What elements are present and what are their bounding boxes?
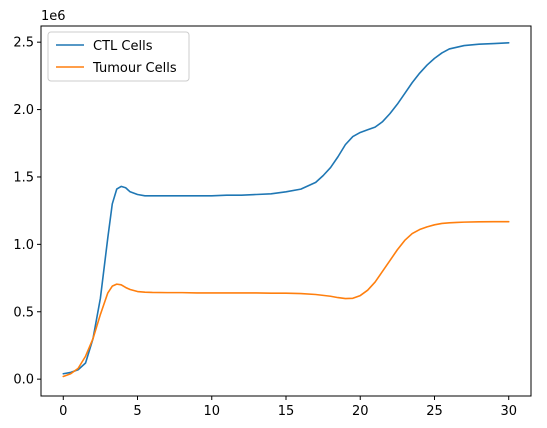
x-tick-label: 0: [59, 404, 67, 419]
legend-label-tumour-cells: Tumour Cells: [92, 61, 177, 76]
y-tick-label: 2.0: [13, 103, 34, 118]
series-line-ctl-cells: [62, 42, 510, 375]
x-tick-label: 20: [352, 404, 369, 419]
legend-label-ctl-cells: CTL Cells: [93, 39, 153, 54]
x-tick-label: 30: [500, 404, 517, 419]
y-tick-label: 0.0: [13, 373, 34, 388]
x-tick-label: 25: [426, 404, 443, 419]
y-tick-label: 1.0: [13, 238, 34, 253]
plot-area: 0 5 10 15 20 25 30 0.0 0.5 1.0 1.5 2.0 2.5 CTL Cells T…: [13, 25, 532, 419]
y-tick-label: 2.5: [13, 36, 34, 51]
x-tick-label: 10: [203, 404, 220, 419]
x-tick-label: 5: [133, 404, 141, 419]
series-line-tumour-cells: [62, 220, 510, 378]
x-tick-label: 15: [278, 404, 295, 419]
y-tick-label: 0.5: [13, 305, 34, 320]
y-tick-label: 1.5: [13, 170, 34, 185]
y-offset-text: 1e6: [41, 9, 66, 24]
